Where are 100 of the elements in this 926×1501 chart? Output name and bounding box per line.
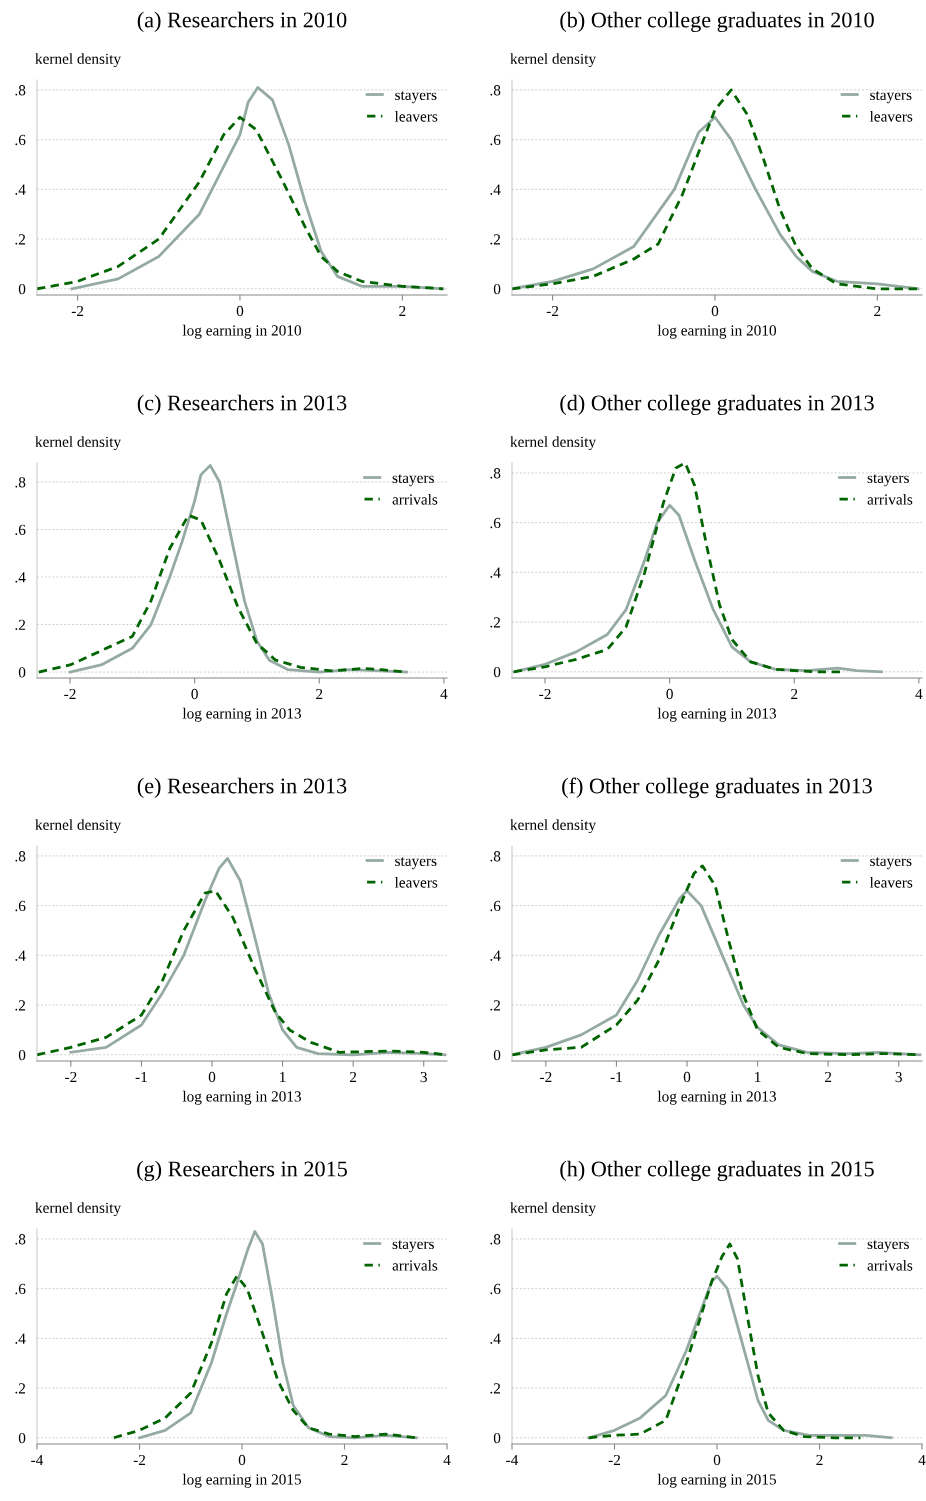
y-tick-label: .6 bbox=[490, 900, 501, 912]
chart-title: (c) Researchers in 2013 bbox=[137, 394, 347, 415]
line-series bbox=[69, 857, 447, 1057]
y-tick-label: .4 bbox=[490, 184, 501, 195]
legend-label: arrivals bbox=[392, 493, 438, 505]
legend-label: leavers bbox=[394, 876, 438, 888]
x-tick-label: 4 bbox=[918, 1454, 926, 1466]
y-tick-label: .2 bbox=[15, 234, 26, 245]
y-axis-title: kernel density bbox=[35, 1202, 122, 1217]
x-tick-label: 2 bbox=[874, 305, 881, 317]
legend-label: arrivals bbox=[867, 493, 913, 505]
line-series bbox=[112, 1274, 418, 1440]
x-tick-label: 2 bbox=[341, 1454, 348, 1466]
chart-title: (h) Other college graduates in 2015 bbox=[560, 1160, 874, 1182]
y-tick-label: .4 bbox=[490, 950, 501, 961]
x-tick-label: 2 bbox=[816, 1454, 823, 1466]
y-axis-title: kernel density bbox=[510, 436, 597, 451]
legend-label: leavers bbox=[869, 110, 913, 122]
x-tick-label: 0 bbox=[238, 1454, 246, 1466]
legend-label: arrivals bbox=[392, 1259, 438, 1271]
y-tick-label: .8 bbox=[490, 468, 501, 479]
legend-label: stayers bbox=[867, 1240, 909, 1253]
x-tick-label: 0 bbox=[208, 1071, 216, 1083]
y-tick-label: .8 bbox=[15, 1234, 26, 1245]
y-tick-label: .2 bbox=[490, 617, 501, 628]
chart-title: (b) Other college graduates in 2010 bbox=[560, 11, 874, 33]
y-tick-label: .8 bbox=[15, 477, 26, 488]
chart-title: (f) Other college graduates in 2013 bbox=[562, 777, 872, 799]
y-axis-title: kernel density bbox=[510, 53, 597, 68]
x-axis-title: log earning in 2013 bbox=[182, 1090, 302, 1105]
y-axis-title: kernel density bbox=[35, 53, 122, 68]
x-tick-label: -1 bbox=[135, 1071, 147, 1083]
x-tick-label: -2 bbox=[71, 305, 84, 317]
y-axis-title: kernel density bbox=[35, 436, 122, 451]
x-tick-label: -4 bbox=[31, 1454, 44, 1466]
chart-title: (g) Researchers in 2015 bbox=[137, 1160, 347, 1182]
x-tick-label: -4 bbox=[506, 1454, 519, 1466]
y-tick-label: .2 bbox=[490, 1383, 501, 1394]
y-tick-label: .2 bbox=[15, 619, 26, 631]
y-tick-label: .6 bbox=[15, 134, 26, 146]
y-tick-label: .2 bbox=[490, 234, 501, 245]
legend-label: stayers bbox=[870, 857, 912, 870]
y-tick-label: 0 bbox=[493, 283, 501, 295]
x-axis-title: log earning in 2015 bbox=[657, 1473, 777, 1488]
x-tick-label: 2 bbox=[825, 1071, 832, 1083]
legend-label: stayers bbox=[395, 857, 437, 870]
y-tick-label: .4 bbox=[490, 567, 501, 578]
y-tick-label: .6 bbox=[15, 900, 26, 912]
legend-label: leavers bbox=[394, 110, 438, 122]
x-tick-label: -2 bbox=[65, 1071, 77, 1083]
x-tick-label: -2 bbox=[133, 1454, 146, 1466]
x-axis-title: log earning in 2013 bbox=[182, 707, 302, 722]
x-tick-label: -2 bbox=[64, 688, 76, 700]
x-axis-title: log earning in 2013 bbox=[657, 1090, 777, 1105]
y-tick-label: .8 bbox=[490, 85, 501, 96]
legend-label: stayers bbox=[870, 91, 912, 104]
line-series bbox=[587, 1242, 862, 1440]
y-tick-label: .8 bbox=[15, 85, 26, 96]
legend-label: stayers bbox=[395, 91, 437, 104]
chart-title: (d) Other college graduates in 2013 bbox=[560, 394, 874, 416]
x-axis-title: log earning in 2015 bbox=[182, 1473, 302, 1488]
y-tick-label: .4 bbox=[490, 1333, 501, 1344]
y-tick-label: .4 bbox=[15, 950, 26, 961]
x-tick-label: -2 bbox=[608, 1454, 621, 1466]
y-tick-label: 0 bbox=[493, 666, 501, 678]
x-tick-label: 4 bbox=[440, 688, 448, 700]
chart-title: (e) Researchers in 2013 bbox=[137, 777, 347, 798]
x-tick-label: 0 bbox=[683, 1071, 691, 1083]
x-tick-label: 0 bbox=[666, 688, 673, 700]
y-axis-title: kernel density bbox=[510, 1202, 597, 1217]
y-tick-label: .8 bbox=[490, 851, 501, 862]
y-tick-label: 0 bbox=[18, 1049, 26, 1061]
y-tick-label: .2 bbox=[15, 1000, 26, 1011]
y-tick-label: 0 bbox=[18, 1432, 26, 1444]
y-tick-label: .6 bbox=[15, 524, 26, 536]
x-tick-label: 0 bbox=[711, 305, 719, 317]
legend-label: arrivals bbox=[867, 1259, 913, 1271]
y-tick-label: .6 bbox=[490, 134, 501, 146]
y-tick-label: .4 bbox=[15, 572, 26, 583]
x-tick-label: 4 bbox=[915, 688, 923, 700]
y-tick-label: .6 bbox=[15, 1283, 26, 1295]
y-tick-label: 0 bbox=[493, 1049, 501, 1061]
x-tick-label: 0 bbox=[191, 688, 198, 700]
x-tick-label: 2 bbox=[399, 305, 406, 317]
x-tick-label: 3 bbox=[420, 1071, 427, 1083]
y-tick-label: .2 bbox=[15, 1383, 26, 1394]
line-series bbox=[70, 86, 445, 291]
y-axis-title: kernel density bbox=[35, 819, 122, 834]
x-tick-label: 2 bbox=[350, 1071, 357, 1083]
y-tick-label: .6 bbox=[490, 517, 501, 529]
line-series bbox=[587, 1274, 893, 1440]
y-tick-label: .4 bbox=[15, 184, 26, 195]
x-tick-label: 2 bbox=[791, 688, 798, 700]
x-tick-label: 4 bbox=[443, 1454, 451, 1466]
y-axis-title: kernel density bbox=[510, 819, 597, 834]
y-tick-label: 0 bbox=[493, 1432, 501, 1444]
x-tick-label: -2 bbox=[540, 1071, 552, 1083]
x-tick-label: -1 bbox=[610, 1071, 622, 1083]
x-tick-label: 1 bbox=[755, 1071, 761, 1083]
x-axis-title: log earning in 2010 bbox=[657, 324, 777, 339]
